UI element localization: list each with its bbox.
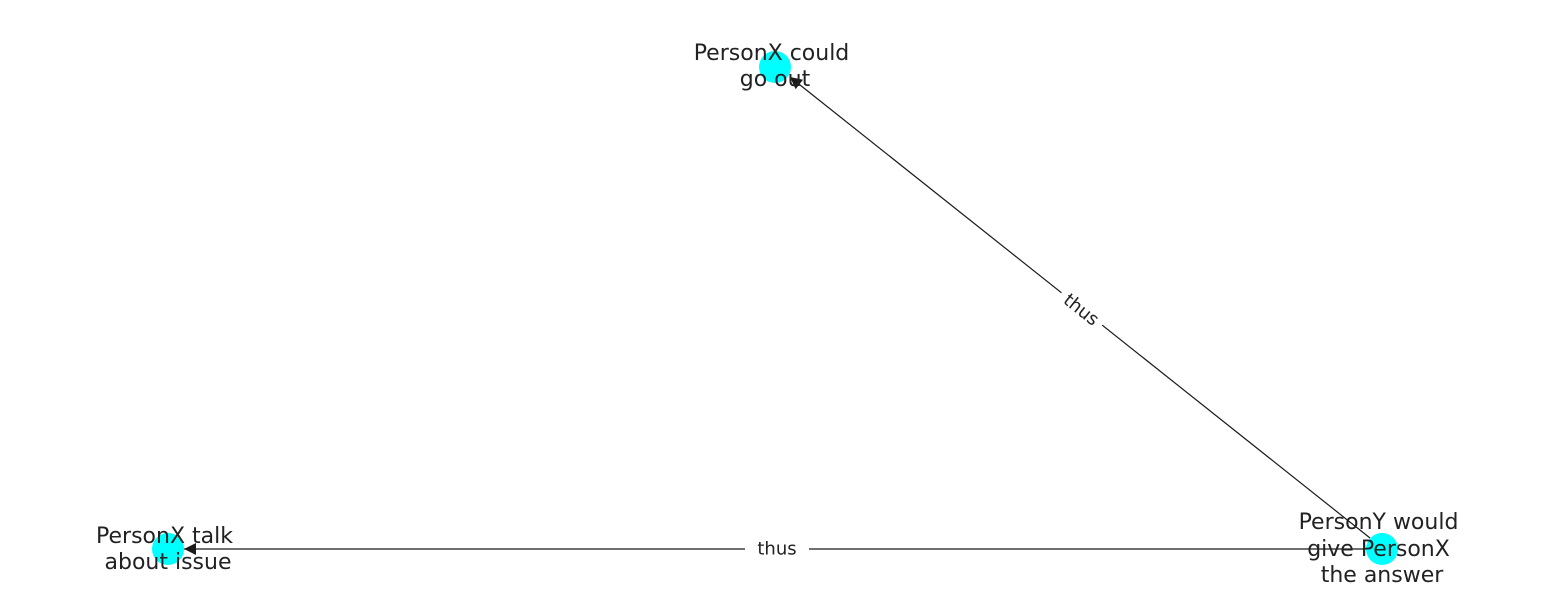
edge-labels: thus thus	[745, 282, 1111, 563]
edge-label-background	[745, 535, 809, 563]
node-label-go-out: PersonX could go out	[694, 41, 857, 92]
edge-label: thus	[757, 539, 796, 560]
node-label-give-answer: PersonY would give PersonX the answer	[1299, 510, 1466, 588]
node-talk-issue[interactable]	[152, 533, 184, 565]
node-labels: PersonX could go out PersonX talk about …	[96, 41, 1466, 588]
node-label-talk-issue: PersonX talk about issue	[96, 524, 240, 575]
edges	[184, 76, 1371, 555]
node-label-line: PersonX talk	[96, 524, 233, 549]
node-go-out[interactable]	[759, 51, 791, 83]
node-label-line: give PersonX	[1307, 537, 1450, 562]
node-give-answer[interactable]	[1366, 533, 1398, 565]
node-label-line: go out	[740, 67, 811, 92]
edge-label-background	[1051, 282, 1111, 338]
node-label-line: PersonY would	[1299, 510, 1459, 535]
node-label-line: PersonX could	[694, 41, 850, 66]
node-label-line: about issue	[105, 550, 232, 575]
node-label-line: the answer	[1321, 563, 1445, 588]
nodes	[152, 51, 1398, 565]
